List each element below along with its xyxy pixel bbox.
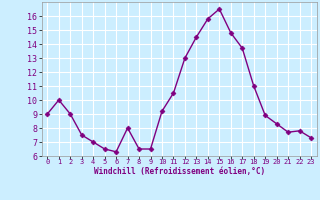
X-axis label: Windchill (Refroidissement éolien,°C): Windchill (Refroidissement éolien,°C) xyxy=(94,167,265,176)
